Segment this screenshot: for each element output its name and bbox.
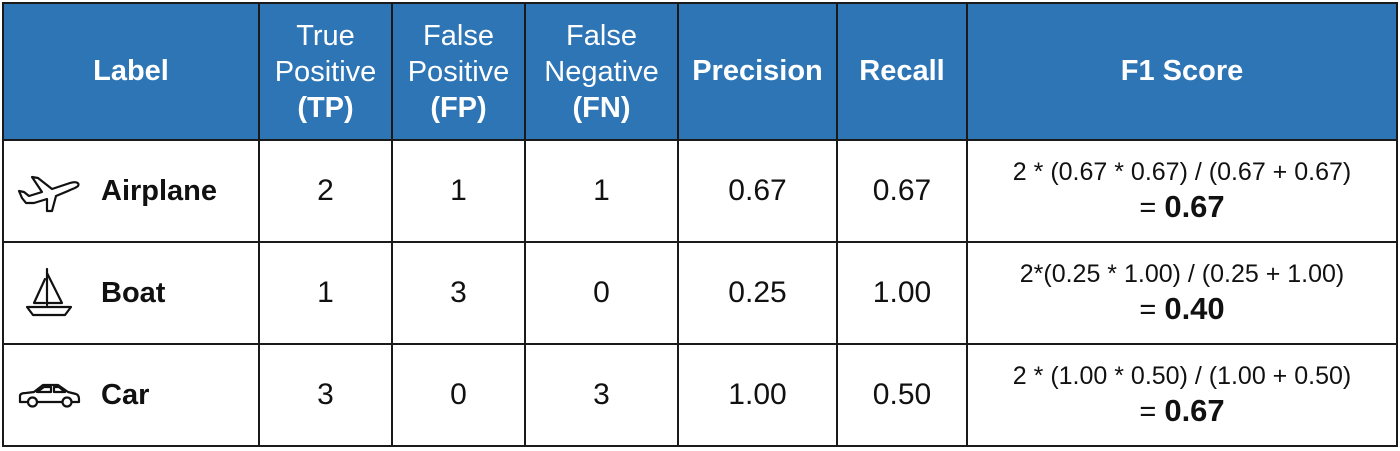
fp-cell: 1 xyxy=(391,139,526,243)
recall-cell: 0.50 xyxy=(836,343,968,447)
f1-value: 0.67 xyxy=(1164,392,1225,428)
table-row: Boat 1 3 0 0.25 1.00 2*(0.25 * 1.00) / (… xyxy=(2,241,1398,345)
f1-value: 0.40 xyxy=(1164,290,1225,326)
header-recall-text: Recall xyxy=(859,55,945,87)
header-fp-line3: (FP) xyxy=(430,91,487,124)
header-row: Label True Positive (TP) False Positive … xyxy=(2,2,1398,141)
airplane-icon xyxy=(16,165,82,217)
header-fn-line3: (FN) xyxy=(572,91,631,124)
header-tp: True Positive (TP) xyxy=(258,2,393,141)
f1-cell: 2*(0.25 * 1.00) / (0.25 + 1.00) = 0.40 xyxy=(966,241,1398,345)
header-fp: False Positive (FP) xyxy=(391,2,526,141)
f1-formula: 2 * (0.67 * 0.67) / (0.67 + 0.67) xyxy=(1012,157,1352,186)
f1-equals: = xyxy=(1139,293,1165,326)
header-precision-text: Precision xyxy=(692,55,823,87)
f1-result: = 0.40 xyxy=(968,290,1396,329)
tp-cell: 3 xyxy=(258,343,393,447)
f1-result: = 0.67 xyxy=(968,188,1396,227)
row-label: Airplane xyxy=(101,174,218,207)
fn-cell: 1 xyxy=(524,139,679,243)
header-label-text: Label xyxy=(93,55,169,87)
recall-cell: 1.00 xyxy=(836,241,968,345)
header-tp-line1: True xyxy=(296,19,355,52)
header-tp-line2: Positive xyxy=(274,55,377,88)
header-fn-line2: Negative xyxy=(544,55,659,88)
label-cell: Car xyxy=(2,343,260,447)
row-label: Boat xyxy=(101,276,166,309)
f1-formula: 2 * (1.00 * 0.50) / (1.00 + 0.50) xyxy=(1012,361,1352,390)
label-cell: Boat xyxy=(2,241,260,345)
tp-cell: 2 xyxy=(258,139,393,243)
f1-cell: 2 * (0.67 * 0.67) / (0.67 + 0.67) = 0.67 xyxy=(966,139,1398,243)
header-f1-text: F1 Score xyxy=(1120,55,1244,87)
header-fp-line2: Positive xyxy=(407,55,510,88)
header-fn-line1: False xyxy=(566,19,637,52)
f1-equals: = xyxy=(1139,191,1165,224)
tp-cell: 1 xyxy=(258,241,393,345)
header-recall: Recall xyxy=(836,2,968,141)
fp-cell: 0 xyxy=(391,343,526,447)
header-precision: Precision xyxy=(677,2,838,141)
precision-cell: 0.25 xyxy=(677,241,838,345)
table-row: Airplane 2 1 1 0.67 0.67 2 * (0.67 * 0.6… xyxy=(2,139,1398,243)
header-fp-line1: False xyxy=(423,19,494,52)
f1-equals: = xyxy=(1139,395,1165,428)
header-f1: F1 Score xyxy=(966,2,1398,141)
precision-cell: 1.00 xyxy=(677,343,838,447)
sailboat-icon xyxy=(16,267,82,319)
f1-cell: 2 * (1.00 * 0.50) / (1.00 + 0.50) = 0.67 xyxy=(966,343,1398,447)
recall-cell: 0.67 xyxy=(836,139,968,243)
precision-cell: 0.67 xyxy=(677,139,838,243)
fn-cell: 0 xyxy=(524,241,679,345)
f1-result: = 0.67 xyxy=(968,392,1396,431)
f1-value: 0.67 xyxy=(1164,188,1225,224)
header-fn: False Negative (FN) xyxy=(524,2,679,141)
fn-cell: 3 xyxy=(524,343,679,447)
f1-formula: 2*(0.25 * 1.00) / (0.25 + 1.00) xyxy=(1019,259,1345,288)
fp-cell: 3 xyxy=(391,241,526,345)
label-cell: Airplane xyxy=(2,139,260,243)
car-icon xyxy=(16,369,82,421)
table-row: Car 3 0 3 1.00 0.50 2 * (1.00 * 0.50) / … xyxy=(2,343,1398,447)
row-label: Car xyxy=(101,378,150,411)
header-tp-line3: (TP) xyxy=(297,91,354,124)
header-label: Label xyxy=(2,2,260,141)
